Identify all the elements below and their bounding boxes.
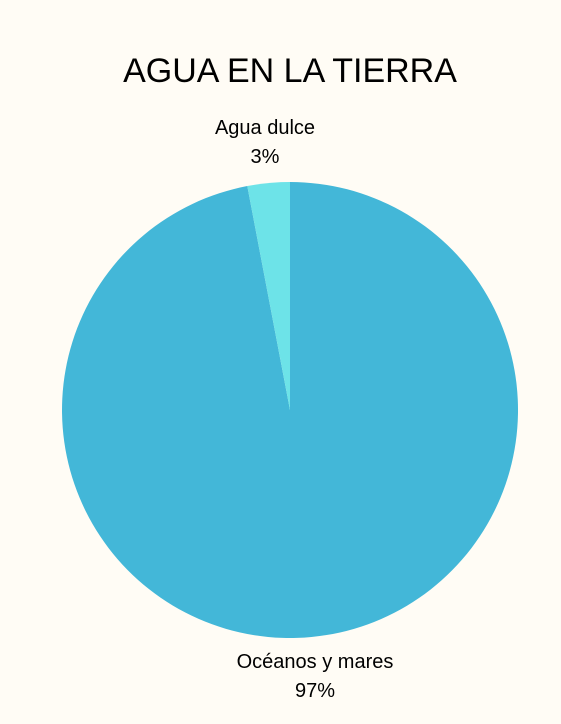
pie-slice-agua-dulce [247, 182, 290, 410]
chart-title: AGUA EN LA TIERRA [123, 52, 457, 90]
slice-label-agua-dulce-name: Agua dulce [215, 117, 315, 139]
slice-label-oceanos-name: Océanos y mares [237, 651, 394, 673]
slice-label-agua-dulce-value: 3% [251, 146, 280, 168]
pie-slice-oceanos-y-mares [62, 182, 519, 639]
slice-label-agua-dulce: Agua dulce 3% [215, 117, 315, 168]
slice-label-oceanos-value: 97% [295, 680, 335, 702]
slice-label-oceanos-y-mares: Océanos y mares 97% [237, 651, 394, 702]
pie-slices [62, 182, 519, 639]
